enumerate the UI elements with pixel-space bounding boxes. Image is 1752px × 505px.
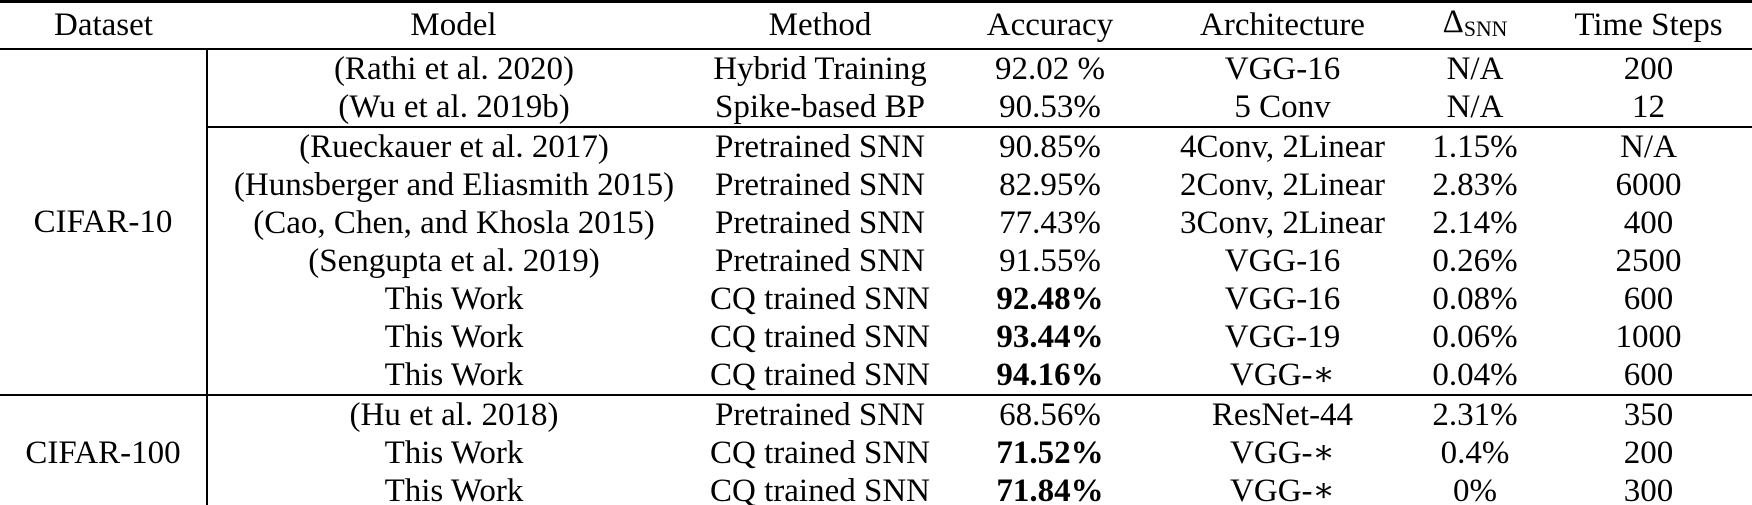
header-method: Method	[700, 1, 940, 50]
cell-accuracy: 90.85%	[940, 125, 1160, 166]
cell-model: This Work	[384, 472, 524, 505]
cell-accuracy: 92.02 %	[995, 50, 1105, 87]
cell-architecture: VGG-∗	[1230, 434, 1335, 471]
cell-model: (Rathi et al. 2020)	[333, 50, 575, 87]
cell-model: This Work	[384, 318, 524, 355]
header-time-steps: Time Steps	[1545, 1, 1752, 50]
cell-method: Pretrained SNN	[715, 242, 925, 279]
table-row: This Work CQ trained SNN 94.16% VGG-∗ 0.…	[0, 356, 1752, 395]
table-row: (Rueckauer et al. 2017) Pretrained SNN 9…	[0, 125, 1752, 166]
cell-architecture: VGG-19	[1224, 318, 1341, 355]
table-row: This Work CQ trained SNN 93.44% VGG-19 0…	[0, 318, 1752, 356]
cell-time-steps: 12	[1632, 88, 1665, 125]
cell-model: (Rueckauer et al. 2017)	[207, 125, 700, 166]
cell-delta-snn: N/A	[1446, 88, 1504, 125]
dataset-group-cifar100: CIFAR-100	[0, 393, 208, 505]
cell-time-steps: 1000	[1615, 318, 1682, 355]
header-model: Model	[207, 1, 700, 50]
cell-model: (Wu et al. 2019b)	[338, 88, 570, 125]
cell-accuracy: 91.55%	[999, 242, 1101, 279]
header-row: Dataset Model Method Accuracy Architectu…	[0, 1, 1752, 50]
cell-method: Pretrained SNN	[715, 204, 925, 241]
cell-model: (Hu et al. 2018)	[207, 393, 700, 434]
table-row: This Work CQ trained SNN 71.84% VGG-∗ 0%…	[0, 472, 1752, 505]
cell-model: This Work	[384, 280, 524, 317]
cell-method: Pretrained SNN	[700, 393, 940, 434]
cell-delta-snn: 2.14%	[1432, 204, 1518, 241]
cell-method: CQ trained SNN	[710, 356, 930, 393]
table-row: CIFAR-10 (Rathi et al. 2020) Hybrid Trai…	[0, 48, 1752, 395]
cell-method: CQ trained SNN	[710, 434, 930, 471]
cell-method: Pretrained SNN	[715, 166, 925, 203]
cell-time-steps: 6000	[1615, 166, 1682, 203]
cell-time-steps: 600	[1623, 280, 1674, 317]
table-row: This Work CQ trained SNN 92.48% VGG-16 0…	[0, 280, 1752, 318]
cell-time-steps: 2500	[1615, 242, 1682, 279]
cell-architecture: VGG-16	[1224, 280, 1341, 317]
delta-symbol: Δ	[1442, 4, 1464, 40]
table-row: (Wu et al. 2019b) Spike-based BP 90.53% …	[0, 88, 1752, 127]
cell-delta-snn: 0%	[1453, 472, 1497, 505]
cell-delta-snn: N/A	[1446, 50, 1504, 87]
cell-architecture: 3Conv, 2Linear	[1180, 204, 1385, 241]
table-row: (Sengupta et al. 2019) Pretrained SNN 91…	[0, 242, 1752, 280]
header-accuracy: Accuracy	[940, 1, 1160, 50]
cell-architecture: VGG-∗	[1230, 472, 1335, 505]
cell-time-steps: 350	[1545, 393, 1752, 434]
cell-model: (Sengupta et al. 2019)	[308, 242, 600, 279]
cell-time-steps: 600	[1623, 356, 1674, 393]
cell-model: (Cao, Chen, and Khosla 2015)	[253, 204, 655, 241]
cell-architecture: 5 Conv	[1234, 88, 1331, 125]
cell-architecture: ResNet-44	[1160, 393, 1405, 434]
header-architecture: Architecture	[1160, 1, 1405, 50]
cell-model: This Work	[384, 434, 524, 471]
cell-accuracy: 94.16%	[996, 356, 1104, 393]
cell-delta-snn: 2.83%	[1432, 166, 1518, 203]
cell-accuracy: 82.95%	[999, 166, 1101, 203]
table-row: CIFAR-100 (Hu et al. 2018) Pretrained SN…	[0, 393, 1752, 505]
cell-delta-snn: 0.08%	[1432, 280, 1518, 317]
cell-time-steps: 200	[1623, 434, 1674, 471]
cell-architecture: VGG-16	[1224, 50, 1341, 87]
cell-time-steps: 300	[1623, 472, 1674, 505]
cell-accuracy: 92.48%	[996, 280, 1104, 317]
cell-architecture: 4Conv, 2Linear	[1160, 125, 1405, 166]
cell-model: This Work	[384, 356, 524, 393]
cell-delta-snn: 0.06%	[1432, 318, 1518, 355]
cell-method: CQ trained SNN	[710, 280, 930, 317]
cell-method: Hybrid Training	[713, 50, 927, 87]
table-row: (Cao, Chen, and Khosla 2015) Pretrained …	[0, 204, 1752, 242]
cell-accuracy: 77.43%	[999, 204, 1101, 241]
cell-time-steps: 200	[1623, 50, 1674, 87]
cell-accuracy: 71.84%	[996, 472, 1104, 505]
header-dataset: Dataset	[0, 1, 207, 50]
cell-method: CQ trained SNN	[710, 472, 930, 505]
cell-time-steps: 400	[1623, 204, 1674, 241]
cell-accuracy: 93.44%	[996, 318, 1104, 355]
cell-time-steps: N/A	[1545, 125, 1752, 166]
cell-architecture: 2Conv, 2Linear	[1180, 166, 1385, 203]
cell-delta-snn: 0.4%	[1440, 434, 1510, 471]
cell-delta-snn: 0.26%	[1432, 242, 1518, 279]
cell-accuracy: 90.53%	[999, 88, 1101, 125]
cell-delta-snn: 1.15%	[1405, 125, 1545, 166]
cell-architecture: VGG-∗	[1230, 356, 1335, 393]
cell-architecture: VGG-16	[1224, 242, 1341, 279]
cell-method: Spike-based BP	[715, 88, 925, 125]
table-row: (Hunsberger and Eliasmith 2015) Pretrain…	[0, 166, 1752, 204]
cell-delta-snn: 0.04%	[1432, 356, 1518, 393]
cell-method: Pretrained SNN	[700, 125, 940, 166]
cell-delta-snn: 2.31%	[1405, 393, 1545, 434]
header-delta-snn: ΔSNN	[1405, 1, 1545, 50]
table-row: This Work CQ trained SNN 71.52% VGG-∗ 0.…	[0, 434, 1752, 472]
delta-subscript: SNN	[1463, 16, 1508, 41]
cell-method: CQ trained SNN	[710, 318, 930, 355]
dataset-group-cifar10: CIFAR-10	[0, 48, 208, 395]
cell-accuracy: 68.56%	[940, 393, 1160, 434]
cell-accuracy: 71.52%	[996, 434, 1104, 471]
cell-model: (Hunsberger and Eliasmith 2015)	[233, 166, 675, 203]
